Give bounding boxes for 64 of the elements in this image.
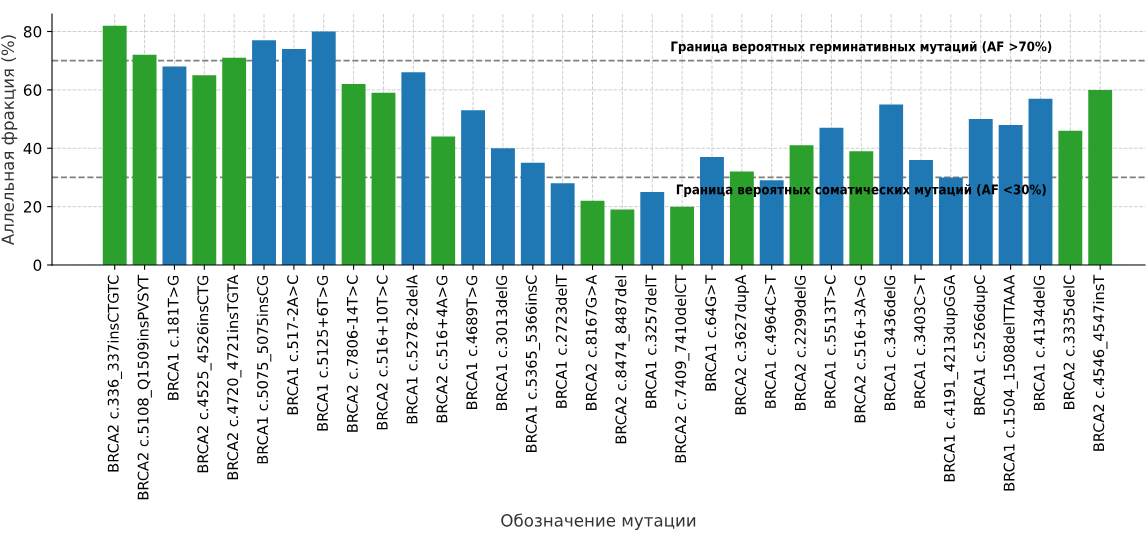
x-tick-label: BRCA1 c.3436delG [884, 275, 896, 411]
x-tick-label: BRCA1 c.64G>T [705, 274, 717, 391]
bar [252, 40, 276, 265]
x-tick-label: BRCA1 c.1504_1508delTTAAA [1003, 274, 1018, 491]
x-tick-label: BRCA1 c.4689T>G [466, 275, 478, 409]
y-tick-label: 0 [33, 259, 42, 272]
x-tick-label: BRCA1 c.5075_5075insCG [256, 275, 272, 464]
bar [640, 192, 665, 265]
bar [461, 110, 486, 265]
x-tick-label: BRCA2 c.2299delG [794, 275, 806, 411]
x-tick-label: BRCA1 c.3013delG [495, 275, 508, 411]
x-axis-title: Обозначение мутации [501, 513, 696, 530]
y-tick-label: 20 [23, 201, 42, 213]
bar [102, 25, 127, 265]
x-tick-label: BRCA1 c.5266dupC [973, 275, 988, 415]
bar [670, 206, 695, 265]
x-tick-label: BRCA2 c.516+3A>G [854, 275, 866, 423]
x-tick-label: BRCA1 c.5125+6T>G [316, 275, 328, 431]
bar [341, 84, 366, 265]
bar [311, 31, 336, 265]
x-tick-label: BRCA1 c.5513T>C [824, 275, 836, 408]
x-tick-label: BRCA2 c.516+10T>C [376, 275, 388, 430]
x-tick-label: BRCA2 c.7806-14T>C [346, 275, 358, 432]
x-tick-label: BRCA2 c.4720_4721insTGTA [226, 274, 242, 480]
x-tick-label: BRCA2 c.5108_Q1509insPVSYT [137, 274, 152, 500]
bar [550, 183, 575, 265]
bar [401, 72, 426, 265]
x-tick-label: BRCA2 c.7409_7410delCT [674, 274, 690, 463]
y-tick-label: 40 [23, 142, 42, 155]
x-tick-label: BRCA1 c.5278-2delA [406, 274, 418, 424]
bar [192, 75, 217, 265]
bar [490, 148, 515, 265]
x-tick-label: BRCA1 c.181T>G [167, 275, 179, 400]
x-tick-label: BRCA1 c.5365_5366insC [525, 275, 541, 453]
bar [431, 136, 456, 265]
bar [281, 49, 306, 265]
x-tick-label: BRCA2 c.8474_8487del [615, 276, 630, 444]
y-tick-label: 80 [23, 25, 42, 38]
bar [371, 92, 396, 265]
x-tick-label: BRCA1 c.4964C>T [764, 274, 776, 408]
bar [610, 209, 635, 265]
x-tick-label: BRCA1 c.4134delG [1033, 275, 1045, 411]
x-tick-label: BRCA1 c.517-2A>C [287, 275, 299, 415]
x-tick-label: BRCA1 c.3257delT [645, 274, 657, 408]
x-tick-label: BRCA1 c.3403C>T [914, 274, 926, 408]
x-tick-label: BRCA2 c.4525_4526insCTG [197, 275, 212, 473]
x-tick-label: BRCA2 c.3335delC [1063, 275, 1075, 410]
y-tick-label: 60 [23, 84, 42, 96]
x-tick-label: BRCA1 c.2723delT [555, 274, 567, 408]
x-tick-label: BRCA2 c.8167G>A [585, 274, 597, 411]
y-axis-title: Аллельная фракция (%) [1, 35, 18, 246]
bar [222, 57, 247, 265]
bar [1058, 130, 1083, 265]
bar [162, 66, 187, 265]
bar [132, 54, 157, 265]
x-tick-label: BRCA2 c.336_337insCTGTC [107, 275, 122, 472]
bar [1088, 89, 1113, 265]
bar [580, 200, 605, 265]
x-tick-label: BRCA2 c.3627dupA [734, 274, 749, 415]
bar [520, 162, 545, 265]
x-tick-label: BRCA2 c.516+4A>G [436, 275, 448, 423]
x-tick-label: BRCA2 c.4546_4547insT [1092, 274, 1108, 451]
ref-line-label: Граница вероятных герминативных мутаций (AF >70%) [671, 41, 1052, 55]
x-tick-label: BRCA1 c.4191_4213dupGGA [943, 274, 959, 482]
